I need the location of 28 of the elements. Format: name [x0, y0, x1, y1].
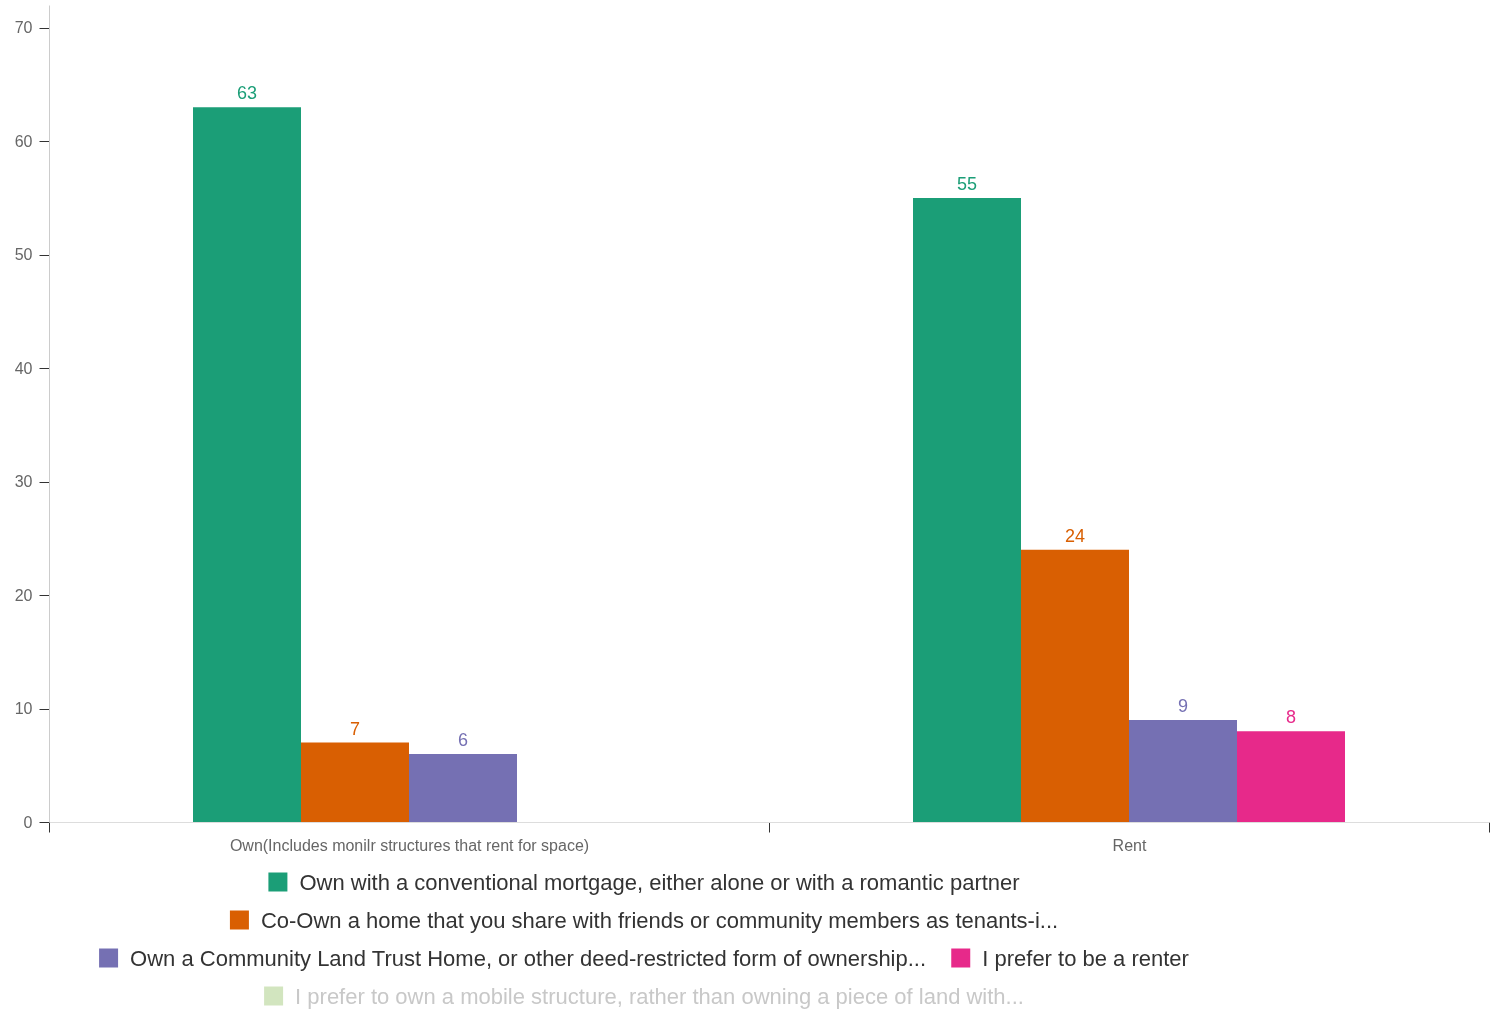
bar	[1237, 731, 1345, 822]
data-label: 6	[457, 729, 469, 750]
y-tick-label: 20	[14, 586, 33, 604]
legend-label: Own with a conventional mortgage, either alone or with a romantic partner	[299, 870, 1020, 895]
y-tick-label: 60	[14, 132, 33, 150]
data-label: 24	[1064, 525, 1086, 546]
legend-label: Co-Own a home that you share with friends or community members as tenants-i...	[260, 908, 1059, 933]
bar	[193, 107, 301, 822]
data-label: 9	[1177, 695, 1189, 716]
y-tick-label: 50	[14, 246, 33, 264]
data-label: 55	[956, 173, 978, 194]
bar	[1021, 549, 1129, 822]
x-tick-label: Own(Includes monilr structures that rent for space)	[229, 836, 590, 854]
x-tick-label: Rent	[1112, 836, 1147, 854]
y-tick-label: 40	[14, 359, 33, 377]
data-label: 8	[1285, 707, 1297, 728]
y-tick-label: 0	[23, 813, 33, 831]
y-tick-label: 10	[14, 700, 33, 718]
legend-label: I prefer to be a renter	[982, 946, 1189, 971]
bar	[409, 753, 517, 822]
legend-label: Own a Community Land Trust Home, or other deed-restricted form of ownership...	[130, 946, 927, 971]
data-label: 63	[236, 83, 258, 104]
bar	[1129, 719, 1237, 822]
y-tick-label: 70	[14, 19, 33, 37]
bar	[913, 197, 1021, 822]
data-label: 7	[349, 718, 361, 739]
bar	[301, 742, 409, 822]
y-tick-label: 30	[14, 473, 33, 491]
